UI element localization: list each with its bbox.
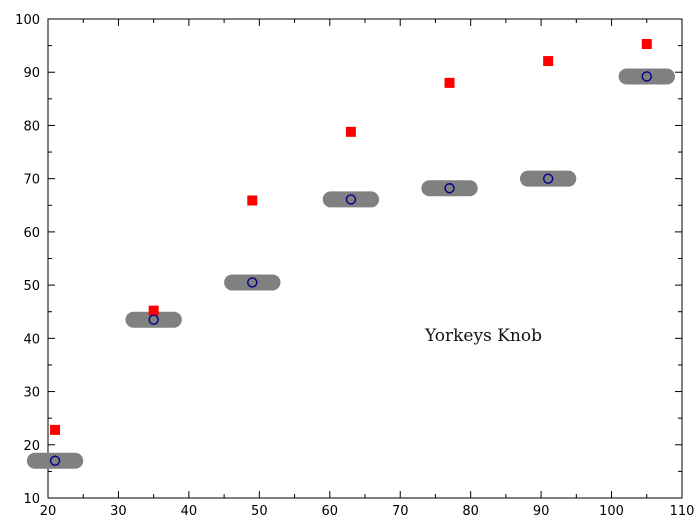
y-tick-label: 100 xyxy=(15,13,40,28)
square-marker xyxy=(445,78,455,88)
x-tick-label: 100 xyxy=(599,504,624,519)
y-axis: 10 20 30 40 50 60 70 80 90 100 xyxy=(15,13,682,507)
y-tick-label: 80 xyxy=(23,119,40,134)
y-tick-label: 10 xyxy=(23,492,40,507)
y-tick-label: 50 xyxy=(23,279,40,294)
y-tick-label: 40 xyxy=(23,332,40,347)
square-marker xyxy=(346,127,356,137)
x-tick-label: 80 xyxy=(462,504,479,519)
x-tick-label: 20 xyxy=(40,504,57,519)
y-tick-label: 30 xyxy=(23,386,40,401)
x-tick-label: 60 xyxy=(322,504,339,519)
x-tick-label: 90 xyxy=(533,504,550,519)
y-tick-label: 90 xyxy=(23,66,40,81)
square-marker xyxy=(149,306,159,316)
y-tick-label: 60 xyxy=(23,226,40,241)
square-marker xyxy=(50,425,60,435)
x-tick-label: 30 xyxy=(110,504,127,519)
plot-frame xyxy=(48,19,682,498)
x-axis: 20 30 40 50 60 70 80 90 100 110 xyxy=(40,19,695,519)
plot-area: 20 30 40 50 60 70 80 90 100 110 10203040506070809… xyxy=(15,13,694,519)
annotation-label: Yorkeys Knob xyxy=(424,326,542,346)
x-tick-label: 50 xyxy=(251,504,268,519)
x-tick-label: 40 xyxy=(181,504,198,519)
y-tick-label: 70 xyxy=(23,173,40,188)
square-marker xyxy=(642,39,652,49)
x-tick-label: 110 xyxy=(670,504,695,519)
square-marker xyxy=(247,195,257,205)
square-marker xyxy=(543,56,553,66)
y-tick-label: 20 xyxy=(23,439,40,454)
x-tick-label: 70 xyxy=(392,504,409,519)
series-red-squares xyxy=(50,39,652,435)
